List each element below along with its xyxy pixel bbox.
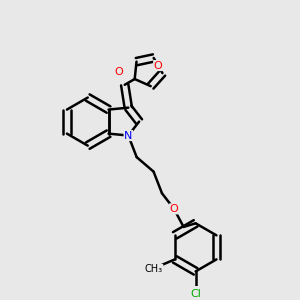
Text: O: O <box>114 67 123 76</box>
Text: O: O <box>169 204 178 214</box>
Text: N: N <box>124 130 133 140</box>
Text: CH₃: CH₃ <box>145 264 163 274</box>
Text: Cl: Cl <box>190 289 201 299</box>
Text: O: O <box>154 61 162 70</box>
